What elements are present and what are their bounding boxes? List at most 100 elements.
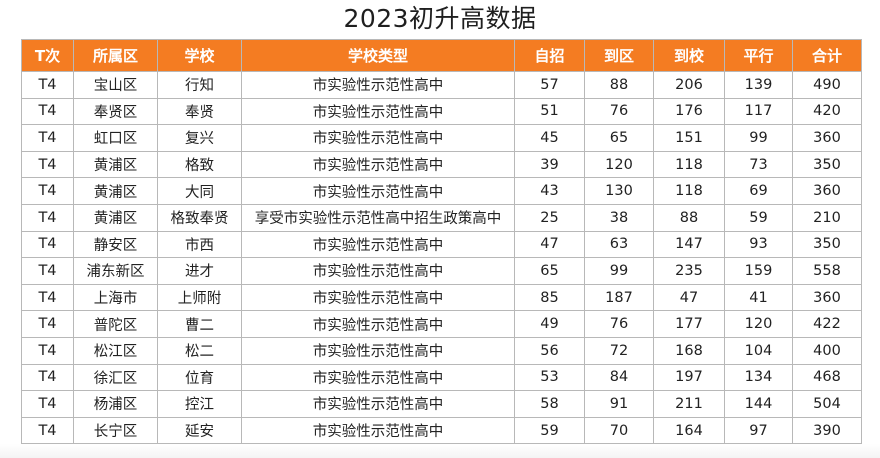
table-cell: 468 bbox=[792, 363, 862, 392]
table-cell: 51 bbox=[514, 97, 585, 126]
table-cell: 徐汇区 bbox=[73, 363, 158, 392]
table-cell: 松二 bbox=[157, 336, 242, 365]
table-row: T4 上海市 上师附 市实验性示范性高中 85 187 47 41 360 bbox=[21, 283, 862, 312]
table-cell: 市实验性示范性高中 bbox=[241, 363, 515, 392]
table-cell: 47 bbox=[514, 230, 585, 259]
column-header: 所属区 bbox=[73, 39, 158, 72]
table-cell: 65 bbox=[584, 124, 654, 152]
table-cell: 45 bbox=[514, 124, 585, 152]
table-cell: 187 bbox=[584, 283, 654, 312]
column-header: 平行 bbox=[724, 39, 793, 72]
table-cell: 69 bbox=[724, 177, 793, 205]
column-header: 学校类型 bbox=[241, 39, 515, 72]
table-cell: 格致 bbox=[157, 150, 242, 179]
table-cell: T4 bbox=[21, 416, 74, 445]
table-row: T4 松江区 松二 市实验性示范性高中 56 72 168 104 400 bbox=[21, 336, 862, 365]
table-cell: T4 bbox=[21, 150, 74, 179]
table-cell: 49 bbox=[514, 310, 585, 338]
table-cell: 享受市实验性示范性高中招生政策高中 bbox=[241, 203, 515, 232]
table-cell: 控江 bbox=[157, 390, 242, 418]
table-cell: 38 bbox=[584, 203, 654, 232]
table-cell: 57 bbox=[514, 71, 585, 99]
table-cell: 97 bbox=[724, 416, 793, 445]
table-cell: 350 bbox=[792, 150, 862, 179]
table-cell: 杨浦区 bbox=[73, 390, 158, 418]
table-cell: 行知 bbox=[157, 71, 242, 99]
table-cell: 139 bbox=[724, 71, 793, 99]
table-cell: T4 bbox=[21, 124, 74, 152]
table-header-row: T次 所属区 学校 学校类型 自招 到区 到校 平行 合计 bbox=[21, 39, 862, 72]
table-cell: 159 bbox=[724, 257, 793, 285]
table-cell: T4 bbox=[21, 97, 74, 126]
table-cell: 120 bbox=[584, 150, 654, 179]
table-cell: 黄浦区 bbox=[73, 150, 158, 179]
table-cell: 360 bbox=[792, 177, 862, 205]
table-cell: 59 bbox=[724, 203, 793, 232]
table-row: T4 虹口区 复兴 市实验性示范性高中 45 65 151 99 360 bbox=[21, 124, 862, 152]
table-cell: 504 bbox=[792, 390, 862, 418]
table-cell: T4 bbox=[21, 283, 74, 312]
table-row: T4 杨浦区 控江 市实验性示范性高中 58 91 211 144 504 bbox=[21, 390, 862, 418]
table-cell: 56 bbox=[514, 336, 585, 365]
table-row: T4 黄浦区 格致 市实验性示范性高中 39 120 118 73 350 bbox=[21, 150, 862, 179]
table-cell: 上海市 bbox=[73, 283, 158, 312]
table-row: T4 黄浦区 格致奉贤 享受市实验性示范性高中招生政策高中 25 38 88 59 210 bbox=[21, 203, 862, 232]
table-row: T4 浦东新区 进才 市实验性示范性高中 65 99 235 159 558 bbox=[21, 257, 862, 285]
table-cell: 虹口区 bbox=[73, 124, 158, 152]
table-cell: 39 bbox=[514, 150, 585, 179]
table-cell: 360 bbox=[792, 124, 862, 152]
table-row: T4 长宁区 延安 市实验性示范性高中 59 70 164 97 390 bbox=[21, 416, 862, 445]
table-cell: T4 bbox=[21, 230, 74, 259]
table-cell: T4 bbox=[21, 203, 74, 232]
table-cell: 63 bbox=[584, 230, 654, 259]
table-cell: 上师附 bbox=[157, 283, 242, 312]
column-header: 合计 bbox=[792, 39, 862, 72]
table-cell: 134 bbox=[724, 363, 793, 392]
table-cell: 400 bbox=[792, 336, 862, 365]
table-cell: 普陀区 bbox=[73, 310, 158, 338]
column-header: 自招 bbox=[514, 39, 585, 72]
table-cell: 进才 bbox=[157, 257, 242, 285]
table-cell: 420 bbox=[792, 97, 862, 126]
column-header: 学校 bbox=[157, 39, 242, 72]
table-cell: 市实验性示范性高中 bbox=[241, 97, 515, 126]
table-cell: 市实验性示范性高中 bbox=[241, 416, 515, 445]
table-cell: 位育 bbox=[157, 363, 242, 392]
table-cell: 118 bbox=[653, 150, 725, 179]
table-cell: 市实验性示范性高中 bbox=[241, 230, 515, 259]
table-cell: 151 bbox=[653, 124, 725, 152]
table-row: T4 普陀区 曹二 市实验性示范性高中 49 76 177 120 422 bbox=[21, 310, 862, 338]
table-cell: 168 bbox=[653, 336, 725, 365]
table-row: T4 静安区 市西 市实验性示范性高中 47 63 147 93 350 bbox=[21, 230, 862, 259]
table-cell: 大同 bbox=[157, 177, 242, 205]
table-cell: 市实验性示范性高中 bbox=[241, 257, 515, 285]
table-cell: T4 bbox=[21, 177, 74, 205]
table-cell: 390 bbox=[792, 416, 862, 445]
table-cell: 静安区 bbox=[73, 230, 158, 259]
table-cell: 浦东新区 bbox=[73, 257, 158, 285]
table-cell: 市实验性示范性高中 bbox=[241, 310, 515, 338]
table-cell: 宝山区 bbox=[73, 71, 158, 99]
table-cell: 130 bbox=[584, 177, 654, 205]
table-cell: 211 bbox=[653, 390, 725, 418]
table-cell: T4 bbox=[21, 390, 74, 418]
table-cell: 118 bbox=[653, 177, 725, 205]
table-cell: 144 bbox=[724, 390, 793, 418]
column-header: 到校 bbox=[653, 39, 725, 72]
table-row: T4 宝山区 行知 市实验性示范性高中 57 88 206 139 490 bbox=[21, 71, 862, 99]
table-cell: 99 bbox=[584, 257, 654, 285]
table-cell: 120 bbox=[724, 310, 793, 338]
table-cell: 91 bbox=[584, 390, 654, 418]
table-cell: 65 bbox=[514, 257, 585, 285]
column-header: T次 bbox=[21, 39, 74, 72]
column-header: 到区 bbox=[584, 39, 654, 72]
table-cell: 市实验性示范性高中 bbox=[241, 150, 515, 179]
table-cell: 70 bbox=[584, 416, 654, 445]
table-cell: 76 bbox=[584, 310, 654, 338]
table-cell: 47 bbox=[653, 283, 725, 312]
table-cell: 85 bbox=[514, 283, 585, 312]
table-cell: T4 bbox=[21, 71, 74, 99]
table-row: T4 徐汇区 位育 市实验性示范性高中 53 84 197 134 468 bbox=[21, 363, 862, 392]
bottom-fade bbox=[0, 444, 880, 458]
